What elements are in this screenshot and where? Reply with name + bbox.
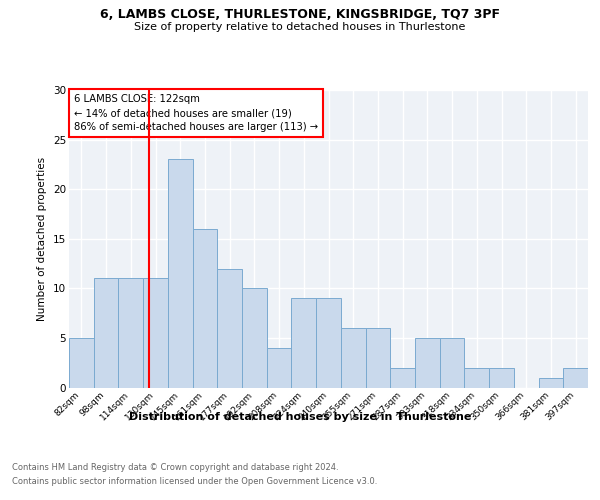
Y-axis label: Number of detached properties: Number of detached properties: [37, 156, 47, 321]
Bar: [69, 338, 94, 388]
Bar: [316, 298, 341, 388]
Bar: [539, 378, 563, 388]
Text: Contains HM Land Registry data © Crown copyright and database right 2024.: Contains HM Land Registry data © Crown c…: [12, 462, 338, 471]
Bar: [94, 278, 118, 388]
Bar: [143, 278, 168, 388]
Bar: [292, 298, 316, 388]
Text: 6 LAMBS CLOSE: 122sqm
← 14% of detached houses are smaller (19)
86% of semi-deta: 6 LAMBS CLOSE: 122sqm ← 14% of detached …: [74, 94, 319, 132]
Text: Distribution of detached houses by size in Thurlestone: Distribution of detached houses by size …: [129, 412, 471, 422]
Bar: [267, 348, 292, 388]
Bar: [168, 160, 193, 388]
Bar: [390, 368, 415, 388]
Bar: [440, 338, 464, 388]
Text: 6, LAMBS CLOSE, THURLESTONE, KINGSBRIDGE, TQ7 3PF: 6, LAMBS CLOSE, THURLESTONE, KINGSBRIDGE…: [100, 8, 500, 20]
Text: Contains public sector information licensed under the Open Government Licence v3: Contains public sector information licen…: [12, 478, 377, 486]
Bar: [217, 268, 242, 388]
Bar: [464, 368, 489, 388]
Bar: [489, 368, 514, 388]
Bar: [365, 328, 390, 388]
Bar: [563, 368, 588, 388]
Bar: [242, 288, 267, 388]
Bar: [341, 328, 365, 388]
Bar: [118, 278, 143, 388]
Bar: [415, 338, 440, 388]
Text: Size of property relative to detached houses in Thurlestone: Size of property relative to detached ho…: [134, 22, 466, 32]
Bar: [193, 229, 217, 388]
